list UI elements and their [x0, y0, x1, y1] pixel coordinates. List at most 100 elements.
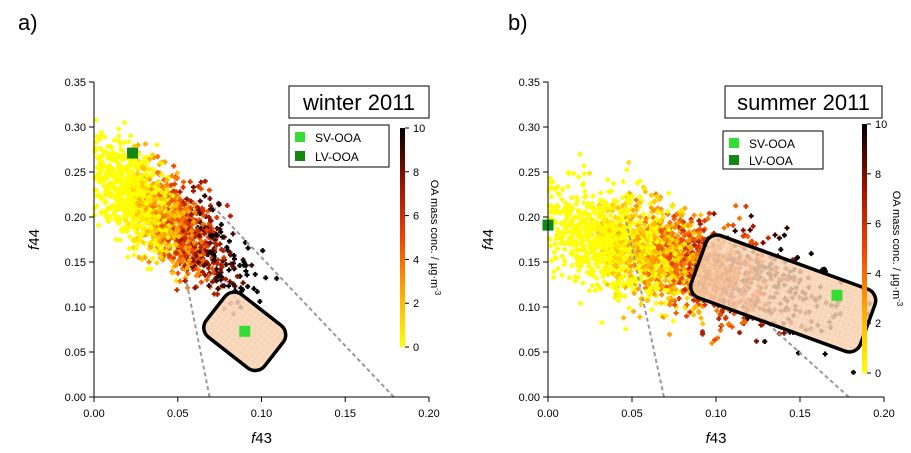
scatter-point	[644, 288, 650, 294]
scatter-point	[760, 240, 766, 246]
scatter-point	[106, 193, 112, 199]
scatter-point	[576, 268, 582, 274]
scatter-point	[590, 268, 596, 274]
y-tick-label: 0.10	[65, 302, 86, 314]
scatter-point	[654, 280, 660, 286]
scatter-point	[594, 256, 600, 262]
scatter-point	[699, 329, 705, 335]
scatter-point	[174, 226, 180, 232]
scatter-point	[137, 236, 143, 242]
scatter-point	[682, 287, 688, 293]
scatter-point	[594, 282, 600, 288]
scatter-point	[251, 286, 257, 292]
scatter-point	[589, 205, 595, 211]
scatter-point	[585, 251, 591, 257]
scatter-point	[237, 263, 243, 269]
scatter-point	[658, 300, 664, 306]
scatter-point	[690, 306, 696, 312]
scatter-point	[216, 202, 222, 208]
scatter-point	[158, 188, 164, 194]
scatter-point	[593, 226, 599, 232]
scatter-point	[629, 193, 635, 199]
scatter-point	[204, 277, 210, 283]
scatter-point	[618, 259, 624, 265]
colorbar-tick-label: 6	[413, 211, 419, 223]
scatter-point	[592, 287, 598, 293]
scatter-point	[618, 275, 624, 281]
scatter-point	[118, 201, 124, 207]
scatter-point	[635, 286, 641, 292]
scatter-point	[616, 230, 622, 236]
scatter-point	[140, 239, 146, 245]
scatter-point	[177, 278, 183, 284]
scatter-point	[648, 205, 654, 211]
scatter-point	[591, 254, 597, 260]
scatter-point	[562, 205, 568, 211]
scatter-point	[136, 202, 142, 208]
scatter-point	[568, 251, 574, 257]
scatter-point	[560, 186, 566, 192]
scatter-point	[177, 189, 183, 195]
scatter-point	[715, 335, 721, 341]
scatter-point	[200, 269, 206, 275]
y-tick-label: 0.20	[519, 212, 540, 224]
scatter-point	[640, 211, 646, 217]
scatter-point	[220, 234, 226, 240]
scatter-point	[580, 180, 586, 186]
scatter-point	[604, 177, 610, 183]
scatter-point	[672, 224, 678, 230]
scatter-point	[551, 249, 557, 255]
scatter-point	[549, 258, 555, 264]
y-tick-label: 0.30	[519, 122, 540, 134]
scatter-point	[223, 276, 229, 282]
scatter-point	[636, 219, 642, 225]
scatter-point	[628, 237, 634, 243]
scatter-point	[124, 228, 130, 234]
scatter-point	[171, 188, 177, 194]
scatter-point	[648, 237, 654, 243]
scatter-point	[570, 170, 576, 176]
scatter-point	[132, 184, 138, 190]
colorbar-tick-label: 2	[413, 298, 419, 310]
legend-swatch	[729, 138, 739, 148]
scatter-point	[601, 201, 607, 207]
scatter-point	[152, 239, 158, 245]
scatter-point	[207, 196, 213, 202]
scatter-point	[126, 183, 132, 189]
scatter-point	[182, 252, 188, 258]
scatter-point	[551, 185, 557, 191]
scatter-point	[613, 291, 619, 297]
scatter-point	[151, 235, 157, 241]
scatter-point	[601, 242, 607, 248]
triangle-line	[624, 216, 665, 398]
scatter-point	[142, 141, 148, 147]
scatter-point	[106, 152, 112, 158]
scatter-point	[721, 225, 727, 231]
scatter-point	[602, 217, 608, 223]
scatter-point	[653, 217, 659, 223]
scatter-point	[96, 177, 102, 183]
scatter-point	[598, 286, 604, 292]
scatter-point	[633, 212, 639, 218]
scatter-point	[619, 235, 625, 241]
scatter-point	[189, 249, 195, 255]
scatter-point	[644, 297, 650, 303]
scatter-point	[134, 170, 140, 176]
scatter-point	[551, 205, 557, 211]
scatter-point	[668, 269, 674, 275]
scatter-point	[203, 261, 209, 267]
scatter-point	[678, 208, 684, 214]
scatter-point	[681, 278, 687, 284]
scatter-point	[691, 212, 697, 218]
scatter-point	[663, 278, 669, 284]
scatter-point	[630, 220, 636, 226]
scatter-point	[575, 228, 581, 234]
scatter-point	[742, 319, 748, 325]
scatter-point	[110, 168, 116, 174]
scatter-point	[604, 208, 610, 214]
x-tick-label: 0.10	[251, 408, 272, 420]
scatter-point	[198, 239, 204, 245]
scatter-point	[671, 291, 677, 297]
scatter-point	[92, 187, 98, 193]
scatter-point	[553, 236, 559, 242]
